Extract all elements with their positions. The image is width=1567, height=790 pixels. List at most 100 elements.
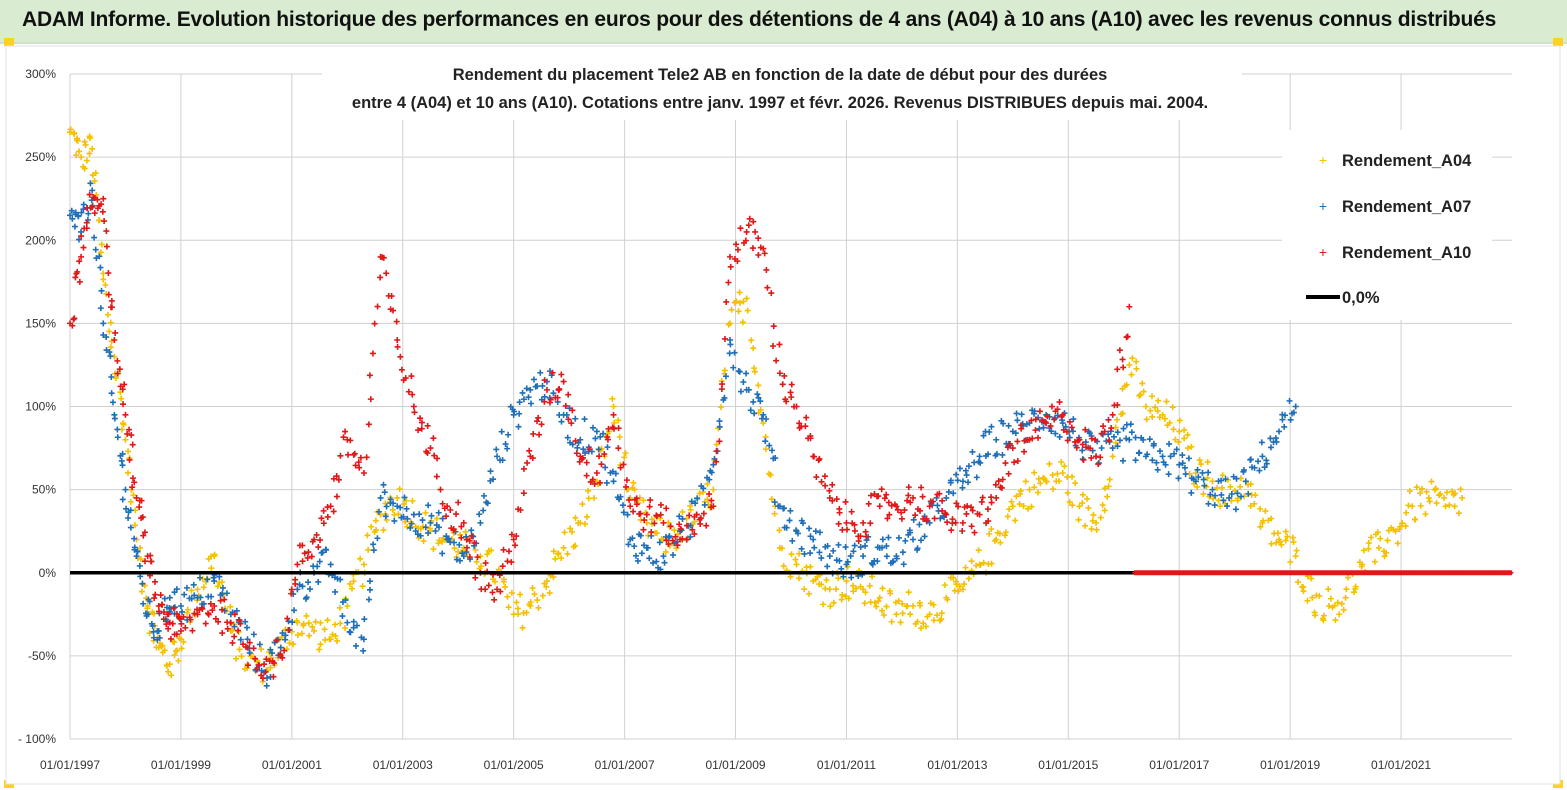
point-rendement-a07 [1070,416,1077,423]
point-rendement-a04 [750,345,757,352]
point-rendement-a04 [778,545,785,552]
point-rendement-a04 [1417,502,1424,509]
point-rendement-a10 [579,454,586,461]
point-rendement-a10 [703,522,710,529]
point-rendement-a10 [510,536,517,543]
point-rendement-a07 [1127,421,1134,428]
point-rendement-a04 [519,624,526,631]
point-rendement-a04 [305,620,312,627]
point-rendement-a10 [311,536,318,543]
point-rendement-a10 [390,307,397,314]
point-rendement-a04 [755,382,762,389]
point-rendement-a04 [561,529,568,536]
point-rendement-a10 [94,196,101,203]
point-rendement-a07 [377,494,384,501]
point-rendement-a10 [463,544,470,551]
point-rendement-a04 [751,368,758,375]
point-rendement-a10 [562,402,569,409]
point-rendement-a10 [706,491,713,498]
point-rendement-a07 [921,533,928,540]
point-rendement-a10 [394,337,401,343]
point-rendement-a10 [768,290,775,297]
point-rendement-a04 [560,544,567,551]
point-rendement-a04 [1437,491,1444,498]
point-rendement-a10 [541,398,548,405]
point-rendement-a07 [914,546,921,553]
point-rendement-a10 [320,520,327,527]
point-rendement-a10 [604,436,611,443]
point-rendement-a10 [151,595,158,602]
point-rendement-a07 [1200,476,1207,483]
point-rendement-a10 [878,486,885,493]
point-rendement-a07 [895,534,902,541]
point-rendement-a07 [1195,474,1202,481]
point-rendement-a04 [1214,484,1221,491]
point-rendement-a07 [1188,489,1195,496]
point-rendement-a04 [934,612,941,619]
point-rendement-a04 [806,590,813,597]
point-rendement-a07 [481,492,488,499]
point-rendement-a04 [396,486,403,493]
point-rendement-a07 [806,525,813,532]
point-rendement-a10 [120,401,127,408]
point-rendement-a07 [1079,447,1086,454]
point-rendement-a10 [299,558,306,565]
point-rendement-a04 [1417,490,1424,497]
point-rendement-a07 [146,598,153,605]
point-rendement-a10 [439,500,446,507]
point-rendement-a10 [377,274,384,281]
point-rendement-a07 [131,535,138,542]
point-rendement-a10 [693,511,700,518]
x-tick-label: 01/01/2019 [1260,758,1320,772]
point-rendement-a10 [411,409,418,416]
point-rendement-a10 [667,523,674,530]
point-rendement-a10 [363,454,370,461]
point-rendement-a10 [992,481,999,488]
point-rendement-a10 [583,472,590,479]
point-rendement-a10 [83,225,90,232]
point-rendement-a10 [955,503,962,510]
point-rendement-a10 [482,586,489,593]
point-rendement-a04 [106,328,113,335]
point-rendement-a07 [400,513,407,520]
point-rendement-a04 [1451,503,1458,510]
point-rendement-a07 [1167,453,1174,460]
point-rendement-a10 [356,464,363,471]
point-rendement-a04 [1112,439,1119,446]
point-rendement-a04 [455,548,462,555]
point-rendement-a04 [826,586,833,593]
point-rendement-a07 [692,500,699,507]
point-rendement-a07 [625,541,632,548]
point-rendement-a10 [979,494,986,501]
point-rendement-a10 [1059,411,1066,418]
point-rendement-a04 [610,403,617,410]
point-rendement-a10 [663,537,670,544]
point-rendement-a07 [327,561,334,568]
point-rendement-a04 [81,165,88,172]
point-rendement-a04 [1293,547,1300,554]
point-rendement-a07 [1179,452,1186,459]
point-rendement-a07 [624,511,631,518]
point-rendement-a07 [1165,471,1172,478]
point-rendement-a10 [971,529,978,536]
point-rendement-a10 [74,268,81,275]
point-rendement-a04 [795,575,802,582]
point-rendement-a07 [776,503,783,510]
point-rendement-a04 [1163,398,1170,405]
point-rendement-a04 [372,517,379,524]
point-rendement-a10 [568,420,575,427]
point-rendement-a04 [513,599,520,606]
point-rendement-a10 [103,243,110,250]
point-rendement-a04 [1031,484,1038,491]
point-rendement-a10 [959,527,966,534]
point-rendement-a04 [502,584,509,591]
point-rendement-a07 [436,524,443,531]
point-rendement-a04 [740,298,747,305]
point-rendement-a04 [953,578,960,585]
point-rendement-a04 [823,576,830,583]
point-rendement-a10 [169,620,176,627]
x-tick-label: 01/01/2003 [373,758,433,772]
point-rendement-a04 [591,495,598,502]
point-rendement-a10 [936,490,943,497]
point-rendement-a10 [669,537,676,544]
